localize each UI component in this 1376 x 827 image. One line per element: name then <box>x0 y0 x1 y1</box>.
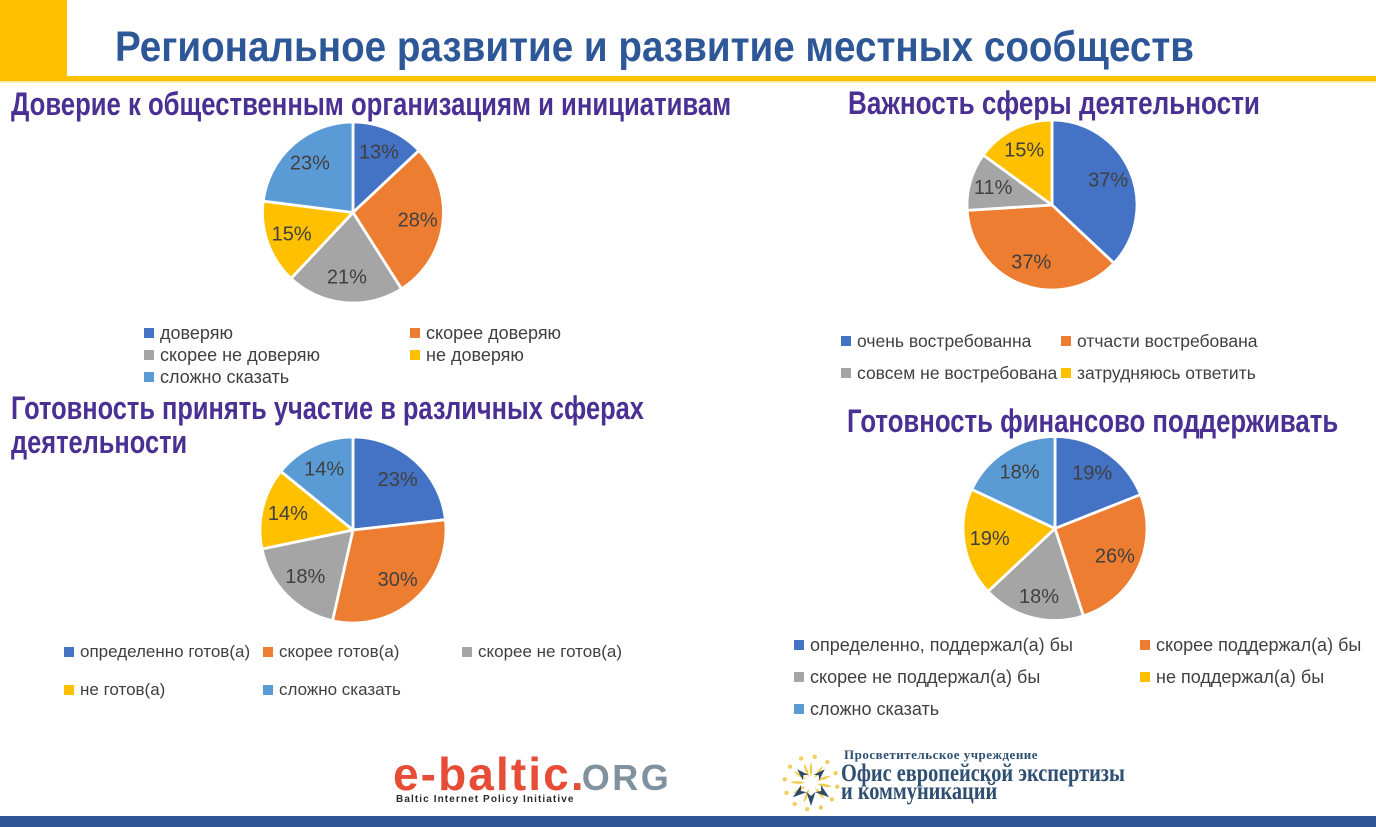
svg-text:21%: 21% <box>327 266 367 288</box>
svg-text:15%: 15% <box>272 224 312 246</box>
svg-text:18%: 18% <box>285 566 325 588</box>
svg-text:11%: 11% <box>974 177 1013 199</box>
svg-text:30%: 30% <box>378 569 418 591</box>
svg-text:23%: 23% <box>290 153 330 175</box>
svg-text:37%: 37% <box>1011 252 1051 274</box>
svg-text:19%: 19% <box>970 528 1010 550</box>
svg-text:18%: 18% <box>999 462 1039 484</box>
svg-text:19%: 19% <box>1072 463 1112 485</box>
svg-text:13%: 13% <box>359 142 399 164</box>
svg-text:26%: 26% <box>1095 546 1135 568</box>
svg-text:14%: 14% <box>268 503 308 525</box>
svg-text:37%: 37% <box>1088 170 1128 192</box>
svg-text:15%: 15% <box>1004 140 1044 162</box>
svg-text:28%: 28% <box>398 210 438 232</box>
svg-text:23%: 23% <box>378 469 418 491</box>
svg-text:18%: 18% <box>1019 586 1059 608</box>
svg-text:14%: 14% <box>304 459 344 481</box>
